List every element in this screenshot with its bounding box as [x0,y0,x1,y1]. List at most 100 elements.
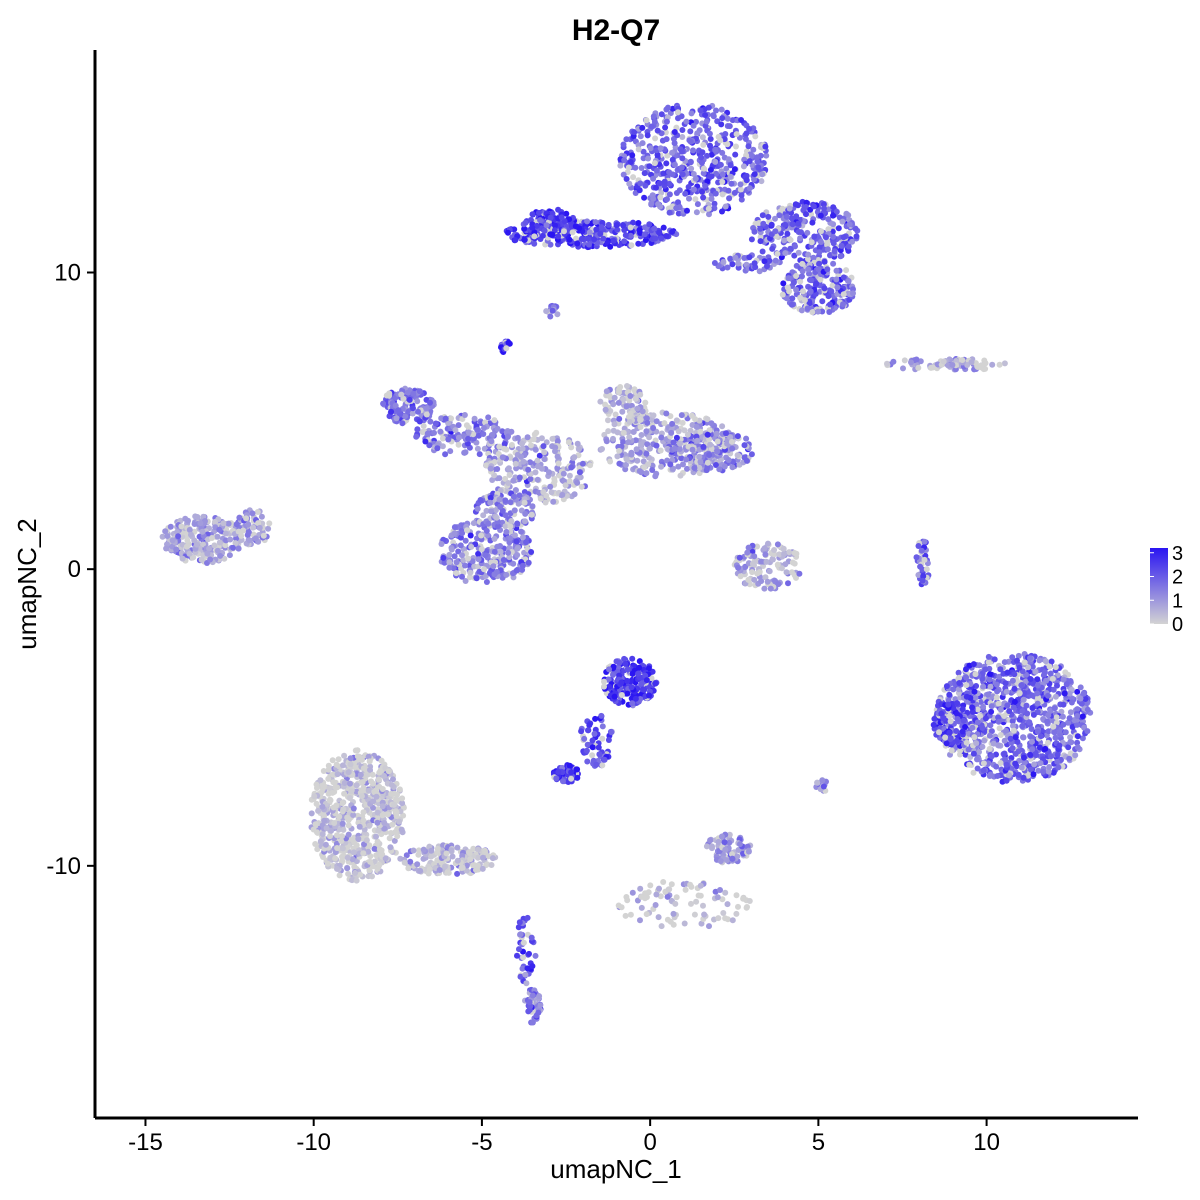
data-point [817,276,824,283]
data-point [568,775,575,782]
data-point [568,444,575,451]
data-point [243,515,250,522]
data-point [823,234,829,241]
data-point [708,420,715,427]
data-point [700,194,707,201]
data-point [574,774,581,781]
data-point [169,537,176,544]
data-point [462,562,468,569]
data-point [614,226,621,233]
data-point [571,454,578,461]
data-point [746,125,753,132]
data-point [592,715,599,722]
data-point [818,228,824,235]
data-point [217,552,224,559]
data-point [641,231,648,238]
data-point [727,162,734,169]
data-point [1055,764,1062,771]
cluster-top-left-tip [520,206,579,243]
data-point [625,164,632,171]
data-point [678,164,685,171]
data-point [233,535,240,542]
data-point [1040,768,1047,775]
data-point [1008,765,1015,772]
data-point [206,545,213,552]
data-point [638,680,645,687]
data-point [1054,758,1061,765]
data-point [662,124,669,131]
data-point [386,390,393,397]
data-point [230,544,236,551]
data-point [612,411,619,418]
data-point [627,159,634,165]
data-point [769,555,776,562]
data-point [993,694,1000,701]
data-point [589,744,596,751]
data-point [797,294,804,301]
data-point [668,429,675,436]
data-point [676,446,683,453]
data-point [475,550,482,557]
data-point [988,708,995,715]
data-point [505,229,511,236]
data-point [1027,676,1034,682]
data-point [745,143,752,150]
data-point [431,429,437,436]
data-point [834,284,841,291]
data-point [1024,710,1031,717]
data-point [610,427,617,434]
data-point [749,152,756,159]
data-point [558,214,565,221]
data-point [537,217,544,224]
data-point [693,209,700,216]
data-point [312,841,319,847]
data-point [1074,733,1081,740]
data-point [829,282,836,289]
cluster-small-top [543,302,561,320]
data-point [956,680,963,686]
data-point [541,227,548,234]
data-point [1084,728,1091,735]
data-point [671,129,678,135]
data-point [521,225,528,232]
data-point [455,434,462,441]
data-point [645,155,652,162]
data-point [490,563,497,570]
data-point [734,452,741,459]
data-point [782,250,789,257]
data-point [642,182,649,189]
data-point [514,520,521,527]
data-point [748,236,755,243]
data-point [799,260,806,267]
data-point [654,127,661,134]
data-point [442,415,449,422]
data-point [637,424,644,430]
data-point [1034,700,1041,707]
data-point [1046,663,1053,670]
data-point [732,254,739,261]
data-point [1029,704,1036,711]
data-point [646,434,653,441]
data-point [727,255,734,262]
data-point [476,451,483,458]
data-point [635,240,642,247]
data-point [1068,695,1075,702]
data-point [198,556,205,563]
data-point [516,492,523,499]
data-point [646,163,653,170]
data-point [729,464,736,471]
data-point [566,472,573,479]
data-point [971,734,978,741]
data-point [461,449,468,456]
data-point [634,405,641,412]
data-point [663,233,670,239]
data-point [245,521,252,528]
data-point [636,658,643,665]
data-point [699,149,706,156]
data-point [821,205,827,212]
data-point [455,548,462,555]
data-point [549,307,556,314]
data-point [1074,744,1081,751]
data-point [473,575,480,582]
data-point [523,539,530,546]
